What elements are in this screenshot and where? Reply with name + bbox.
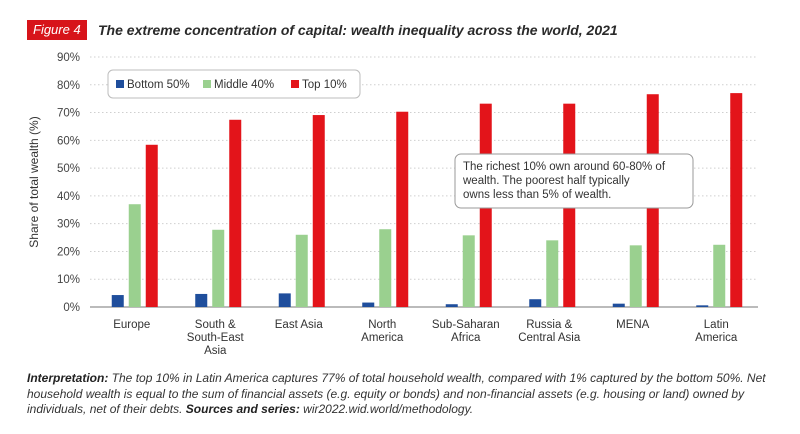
x-tick-label: MENA xyxy=(616,319,650,331)
bar-middle-40 xyxy=(295,234,308,307)
x-tick-label: South & xyxy=(195,319,236,331)
bar-bottom-50 xyxy=(195,293,208,307)
bar-bottom-50 xyxy=(529,299,542,307)
bar-bottom-50 xyxy=(612,303,625,307)
legend-label: Top 10% xyxy=(302,79,347,91)
x-tick-label: Russia & xyxy=(526,319,572,331)
bar-top-10 xyxy=(145,144,158,307)
y-tick-label: 0% xyxy=(63,302,80,314)
annotation-box xyxy=(454,153,694,209)
legend-swatch xyxy=(116,80,124,88)
annotation-text: The richest 10% own around 60-80% of xyxy=(463,161,666,173)
bar-middle-40 xyxy=(128,204,141,307)
x-tick-label: Latin xyxy=(704,319,729,331)
x-tick-label: Central Asia xyxy=(518,332,581,344)
interpretation-text: The top 10% in Latin America captures 77… xyxy=(27,371,766,416)
figure-label: Figure 4 xyxy=(27,20,87,40)
x-tick-label: Asia xyxy=(204,345,227,357)
bar-bottom-50 xyxy=(111,295,124,307)
bar-bottom-50 xyxy=(696,305,709,307)
bar-top-10 xyxy=(229,119,242,308)
bar-top-10 xyxy=(730,93,743,307)
y-tick-label: 60% xyxy=(57,135,80,147)
bar-top-10 xyxy=(312,115,325,307)
y-tick-label: 90% xyxy=(57,52,80,64)
y-tick-label: 80% xyxy=(57,80,80,92)
bar-bottom-50 xyxy=(278,293,291,307)
bar-middle-40 xyxy=(546,240,559,307)
interpretation-note: Interpretation: The top 10% in Latin Ame… xyxy=(27,371,779,418)
bar-chart: 0% 10% 20% 30% 40% 50% 60% 70% 80% 90% Share of to… xyxy=(27,52,758,357)
x-tick-label: South-East xyxy=(187,332,245,344)
bar-top-10 xyxy=(396,111,409,307)
y-axis-label: Share of total wealth (%) xyxy=(27,116,41,247)
legend-swatch xyxy=(291,80,299,88)
x-tick-label: Europe xyxy=(113,319,150,331)
y-tick-label: 50% xyxy=(57,163,80,175)
figure-title: The extreme concentration of capital: we… xyxy=(98,22,618,38)
sources-text: wir2022.wid.world/methodology. xyxy=(299,402,474,416)
bar-middle-40 xyxy=(212,229,225,307)
y-tick-label: 30% xyxy=(57,219,80,231)
bar-bottom-50 xyxy=(362,302,375,307)
y-tick-label: 40% xyxy=(57,191,80,203)
bar-bottom-50 xyxy=(445,304,458,307)
bar-middle-40 xyxy=(379,229,392,307)
legend-swatch xyxy=(203,80,211,88)
annotation-text: wealth. The poorest half typically xyxy=(462,175,630,187)
y-tick-label: 70% xyxy=(57,108,80,120)
bar-middle-40 xyxy=(629,245,642,307)
sources-label: Sources and series: xyxy=(185,402,300,416)
x-tick-label: North xyxy=(368,319,396,331)
y-tick-label: 20% xyxy=(57,246,80,258)
x-tick-label: East Asia xyxy=(275,319,324,331)
x-tick-label: America xyxy=(361,332,404,344)
x-tick-label: America xyxy=(695,332,738,344)
y-tick-label: 10% xyxy=(57,274,80,286)
bar-middle-40 xyxy=(713,244,726,307)
legend-box xyxy=(107,69,361,99)
interpretation-label: Interpretation: xyxy=(27,371,109,385)
legend-label: Middle 40% xyxy=(214,79,274,91)
x-tick-label: Africa xyxy=(451,332,481,344)
legend-label: Bottom 50% xyxy=(127,79,190,91)
bar-middle-40 xyxy=(462,235,475,307)
x-tick-label: Sub-Saharan xyxy=(432,319,500,331)
figure-header: Figure 4 The extreme concentration of ca… xyxy=(0,20,800,42)
annotation-text: owns less than 5% of wealth. xyxy=(463,189,611,201)
